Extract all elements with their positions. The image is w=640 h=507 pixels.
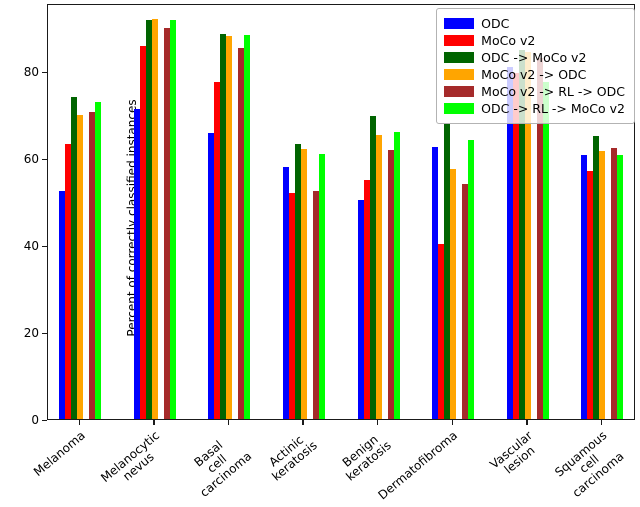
bar bbox=[542, 82, 549, 419]
x-category-label: Dermatofibroma bbox=[375, 428, 461, 503]
bar bbox=[587, 170, 594, 419]
bar bbox=[312, 190, 319, 419]
x-category-label: Benign keratosis bbox=[340, 432, 395, 485]
legend-label: MoCo v2 -> RL -> ODC bbox=[481, 84, 625, 99]
legend-item: MoCo v2 bbox=[444, 33, 625, 48]
bar bbox=[387, 149, 394, 419]
y-tick bbox=[42, 158, 47, 161]
legend-color-swatch bbox=[444, 18, 475, 29]
bar bbox=[593, 136, 600, 419]
legend-item: ODC -> MoCo v2 bbox=[444, 50, 625, 65]
bar bbox=[169, 19, 176, 419]
y-tick bbox=[42, 332, 47, 334]
bar bbox=[444, 123, 451, 419]
bar bbox=[462, 183, 469, 419]
x-category-label: Actinic keratosis bbox=[266, 432, 320, 485]
bar bbox=[599, 150, 606, 419]
x-tick bbox=[302, 420, 304, 425]
x-category-label: Vascular lesion bbox=[487, 428, 538, 477]
x-tick bbox=[78, 420, 80, 425]
y-tick-label: 40 bbox=[23, 239, 39, 254]
bar bbox=[238, 47, 245, 419]
bar bbox=[524, 51, 531, 419]
bar bbox=[226, 35, 233, 419]
y-tick bbox=[42, 419, 47, 421]
bar bbox=[581, 155, 588, 419]
bar bbox=[432, 146, 439, 419]
y-tick-label: 20 bbox=[23, 326, 39, 341]
bar bbox=[151, 18, 158, 419]
legend: ODC MoCo v2 ODC -> MoCo v2 MoCo v2 -> ODC Mo… bbox=[436, 8, 635, 124]
bar bbox=[375, 135, 382, 419]
legend-color-swatch bbox=[444, 52, 475, 63]
bar bbox=[89, 111, 95, 419]
x-category-label: Melanocytic nevus bbox=[98, 428, 162, 486]
x-tick bbox=[227, 420, 230, 425]
bar bbox=[611, 148, 618, 419]
bar bbox=[318, 154, 325, 419]
bar bbox=[506, 66, 513, 419]
bar bbox=[95, 101, 101, 419]
y-tick bbox=[42, 245, 47, 247]
legend-item: MoCo v2 -> RL -> ODC bbox=[444, 84, 625, 99]
bar bbox=[77, 114, 83, 419]
legend-label: ODC -> RL -> MoCo v2 bbox=[481, 101, 625, 116]
bar bbox=[220, 33, 227, 419]
bar bbox=[288, 193, 295, 419]
bar bbox=[300, 149, 307, 419]
legend-label: MoCo v2 -> ODC bbox=[481, 67, 587, 82]
bar bbox=[512, 73, 519, 419]
x-category-label: Basal cell carcinoma bbox=[191, 437, 254, 500]
bar bbox=[536, 58, 543, 419]
bar bbox=[393, 132, 400, 419]
x-category-label: Melanoma bbox=[30, 428, 88, 480]
bar bbox=[145, 19, 152, 419]
x-tick bbox=[600, 420, 603, 425]
bar bbox=[468, 139, 475, 419]
bar bbox=[208, 132, 215, 419]
bar bbox=[357, 200, 364, 419]
bar bbox=[65, 144, 71, 419]
x-tick bbox=[526, 420, 528, 425]
bar bbox=[71, 97, 77, 419]
x-tick bbox=[451, 420, 454, 425]
y-tick-label: 0 bbox=[31, 413, 39, 427]
legend-label: ODC -> MoCo v2 bbox=[481, 50, 587, 65]
legend-color-swatch bbox=[444, 103, 475, 114]
bar bbox=[294, 143, 301, 419]
legend-color-swatch bbox=[444, 35, 475, 46]
bar bbox=[369, 115, 376, 419]
y-tick bbox=[42, 71, 47, 74]
bar bbox=[163, 27, 170, 419]
legend-item: ODC -> RL -> MoCo v2 bbox=[444, 101, 625, 116]
bar bbox=[59, 191, 65, 419]
y-tick-label: 80 bbox=[23, 65, 39, 80]
bar bbox=[214, 82, 221, 419]
bar bbox=[244, 34, 251, 419]
x-tick bbox=[153, 420, 155, 425]
bar bbox=[518, 49, 525, 419]
legend-item: ODC bbox=[444, 16, 625, 31]
bar bbox=[139, 45, 146, 419]
y-tick-label: 60 bbox=[23, 152, 39, 167]
legend-label: MoCo v2 bbox=[481, 33, 536, 48]
bar bbox=[133, 109, 140, 419]
legend-label: ODC bbox=[481, 16, 510, 31]
bar bbox=[450, 169, 457, 419]
bar bbox=[617, 155, 624, 419]
bar bbox=[438, 243, 445, 419]
legend-color-swatch bbox=[444, 69, 475, 80]
x-tick bbox=[377, 420, 379, 425]
bar bbox=[363, 180, 370, 419]
legend-color-swatch bbox=[444, 86, 475, 97]
x-category-label: Squamous cell carcinoma bbox=[552, 428, 627, 500]
bar bbox=[282, 167, 289, 419]
legend-item: MoCo v2 -> ODC bbox=[444, 67, 625, 82]
